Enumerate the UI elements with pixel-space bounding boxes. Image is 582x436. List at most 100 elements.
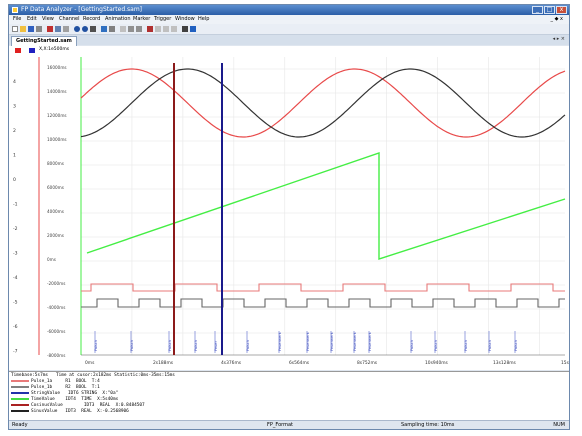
measure-icon[interactable] [109,26,115,32]
x-tick-label: 13s128ms [493,360,517,366]
step-icon[interactable] [155,26,161,32]
play-icon[interactable] [163,26,169,32]
cosinus-series [80,68,566,138]
mdi-controls[interactable]: _ ◆ x [550,16,563,22]
open-icon[interactable] [20,26,26,32]
color-red-icon[interactable] [15,48,21,53]
title-bar[interactable]: FP Data Analyzer - [GettingStarted.sam] … [9,5,569,15]
zoom-fit-icon[interactable] [90,26,96,32]
record-icon[interactable] [182,26,188,32]
minimize-button[interactable]: _ [532,6,543,14]
x-tick-label: 4s376ms [221,360,242,366]
stop-icon[interactable] [171,26,177,32]
x-tick-label: 2s188ms [153,360,174,366]
menu-edit[interactable]: Edit [27,16,37,22]
tab-navigation[interactable]: ◂ ▸ × [552,36,565,42]
status-format: FP_Format [267,422,294,428]
y-tick-label-left: -1 [13,202,18,208]
string-marker-label: Feuerwerk [353,331,357,351]
info-row-timevalue[interactable]: TimeValue IDT4 TIME X:5s40ms [11,397,118,402]
save-icon[interactable] [28,26,34,32]
string-marker-label: Feuerwerk [368,331,372,351]
status-bar: Ready FP_Format Sampling time: 10ms NUM [9,420,569,429]
signal-plot[interactable]: 4 3 2 1 0 -1 -2 -3 -4 -5 -6 -7 16000ms 14000ms 12000ms… [9,55,570,370]
plot-area[interactable]: 4 3 2 1 0 -1 -2 -3 -4 -5 -6 -7 16000ms 14000ms 12000ms… [9,55,570,370]
x-tick-label: 15s3 [561,360,570,366]
x-tick-label: 6s564ms [289,360,310,366]
y-tick-label-mid: 8000ms [47,161,64,166]
copy-icon[interactable] [55,26,61,32]
window-title: FP Data Analyzer - [GettingStarted.sam] [21,6,143,13]
string-marker-label: Falsch [410,340,414,351]
menu-trigger[interactable]: Trigger [154,16,172,22]
selection-label: X,X:1e500ms [39,47,70,52]
string-marker-label: Falsch [434,340,438,351]
string-marker-label: Falsch [168,340,172,351]
print-icon[interactable] [36,26,42,32]
prev-icon[interactable] [128,26,134,32]
zoom-in-icon[interactable] [74,26,80,32]
info-row-stringvalue[interactable]: StringValue IDT6 STRING X:"0a" [11,391,118,396]
menu-channel[interactable]: Channel [59,16,80,22]
info-text: StringValue IDT6 STRING X:"0a" [31,391,119,396]
cursor-icon[interactable] [101,26,107,32]
string-marker-label: Falsch [514,340,518,351]
info-row-pulse-1b[interactable]: Pulse_1b R2 BOOL T:1 [11,385,100,390]
menu-marker[interactable]: Marker [133,16,151,22]
trigger-icon[interactable] [147,26,153,32]
app-window: FP Data Analyzer - [GettingStarted.sam] … [8,4,570,430]
paste-icon[interactable] [63,26,69,32]
zoom-out-icon[interactable] [82,26,88,32]
menu-view[interactable]: View [42,16,54,22]
y-tick-label-mid: 6000ms [47,185,64,190]
y-tick-label-left: -2 [13,226,18,232]
menu-file[interactable]: File [13,16,22,22]
string-marker-label: Falsch [130,340,134,351]
info-row-sinusvalue[interactable]: SinusValue IDT3 REAL X:-0.2568906 [11,409,129,414]
app-icon [12,7,18,13]
cut-icon[interactable] [47,26,53,32]
menu-help[interactable]: Help [198,16,210,22]
string-marker-label: Falsch [246,340,250,351]
close-button[interactable]: x [556,6,567,14]
string-marker-label: Feuerwerk [306,331,310,351]
info-text: TimeValue IDT4 TIME X:5s40ms [31,397,119,402]
y-tick-label-mid: 12000ms [47,113,67,118]
x-tick-label: 0ms [85,360,95,366]
pulse-1a-series [81,283,565,292]
swatch [11,397,29,400]
sinus-series [80,68,566,138]
maximize-button[interactable]: □ [544,6,555,14]
y-tick-label-left: 1 [13,153,16,159]
toolbar [9,24,569,35]
menu-animation[interactable]: Animation [105,16,131,22]
info-text: Pulse_1a R1 BOOL T:4 [31,379,100,384]
status-sampling: Sampling time: 10ms [401,422,455,428]
menu-record[interactable]: Record [83,16,101,22]
swatch [11,391,29,394]
tab-gettingstarted[interactable]: GettingStarted.sam [11,36,77,46]
info-text: CosinusValue IDT3 REAL X:0.8484507 [31,403,145,408]
swatch [11,385,29,388]
y-tick-label-left: -6 [13,324,18,330]
marker-icon[interactable] [120,26,126,32]
string-marker-label: Feuer [214,340,218,351]
status-ready: Ready [12,422,28,428]
color-blue-icon[interactable] [29,48,35,53]
info-row-cosinusvalue[interactable]: CosinusValue IDT3 REAL X:0.8484507 [11,403,145,408]
info-row-pulse-1a[interactable]: Pulse_1a R1 BOOL T:4 [11,379,100,384]
info-text: Pulse_1b R2 BOOL T:1 [31,385,100,390]
x-tick-label: 10s940ms [425,360,449,366]
y-tick-label-left: -5 [13,300,18,306]
y-tick-label-left: 0 [13,177,16,183]
y-tick-label-mid: 14000ms [47,89,67,94]
document-tabs: GettingStarted.sam ◂ ▸ × [9,35,569,46]
string-marker-label: Falsch [488,340,492,351]
channel-info-panel: Timebase:5s7ms Time at cusor:2s182ms Sta… [9,371,569,420]
swatch [11,409,29,412]
new-icon[interactable] [12,26,18,32]
help-icon[interactable] [190,26,196,32]
menu-window[interactable]: Window [175,16,195,22]
next-icon[interactable] [136,26,142,32]
x-tick-label: 8s752ms [357,360,378,366]
